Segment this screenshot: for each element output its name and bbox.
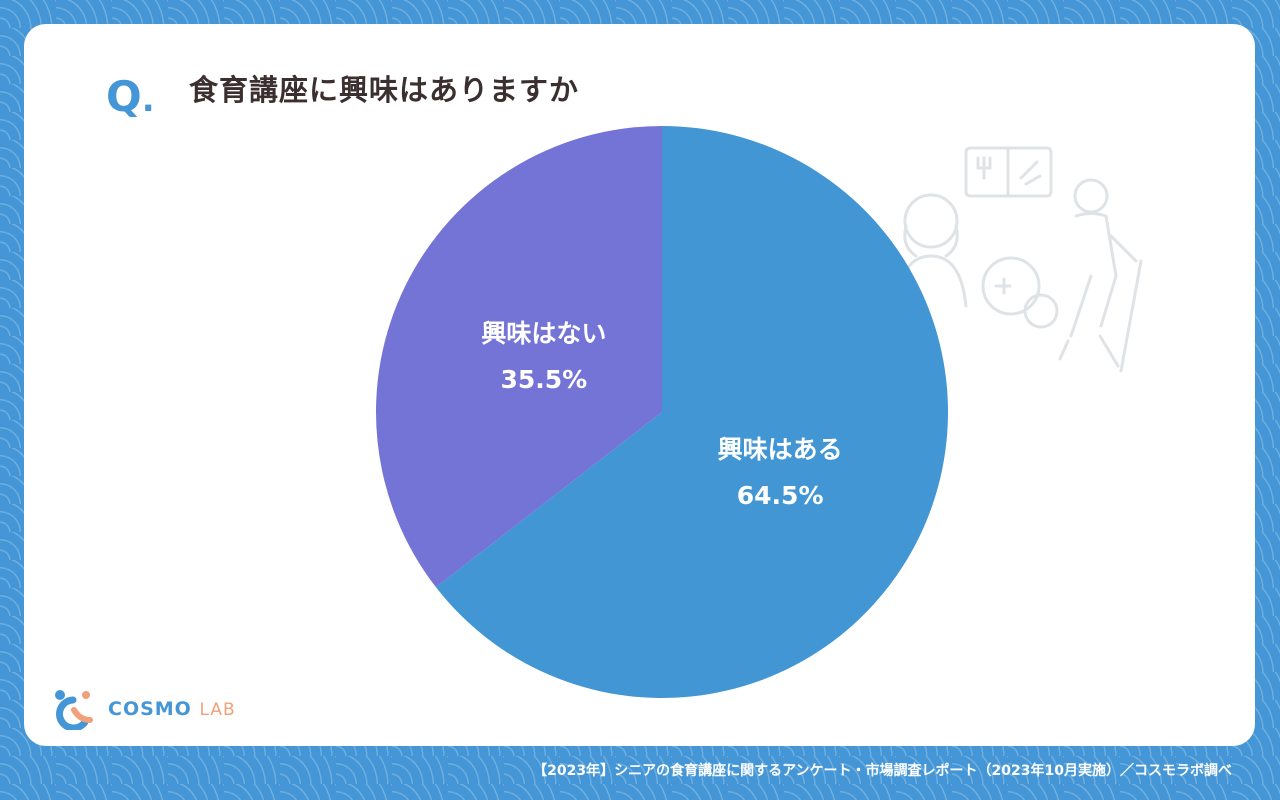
source-footnote: 【2023年】シニアの食育講座に関するアンケート・市場調査レポート（2023年1… (533, 763, 1232, 779)
pie-chart: 興味はある 64.5% 興味はない 35.5% (375, 126, 948, 698)
slice-label-1: 興味はある (718, 435, 843, 464)
logo-mark-icon (55, 690, 93, 730)
pie-slice-1 (436, 126, 948, 698)
slice-value-1: 64.5% (737, 481, 824, 510)
question-mark: Q. (106, 72, 155, 121)
chart-card: Q. 食育講座に興味はありますか 興味はある 64.5% 興味はない 35.5% CO… (24, 24, 1255, 746)
cosmo-lab-logo: COSMO LAB (48, 684, 248, 734)
logo-wordmark: COSMO LAB (108, 698, 236, 720)
slice-label-2: 興味はない (481, 319, 606, 348)
pie-slice-2 (375, 126, 662, 588)
slice-value-2: 35.5% (500, 365, 587, 394)
chart-title: 食育講座に興味はありますか (189, 73, 580, 107)
